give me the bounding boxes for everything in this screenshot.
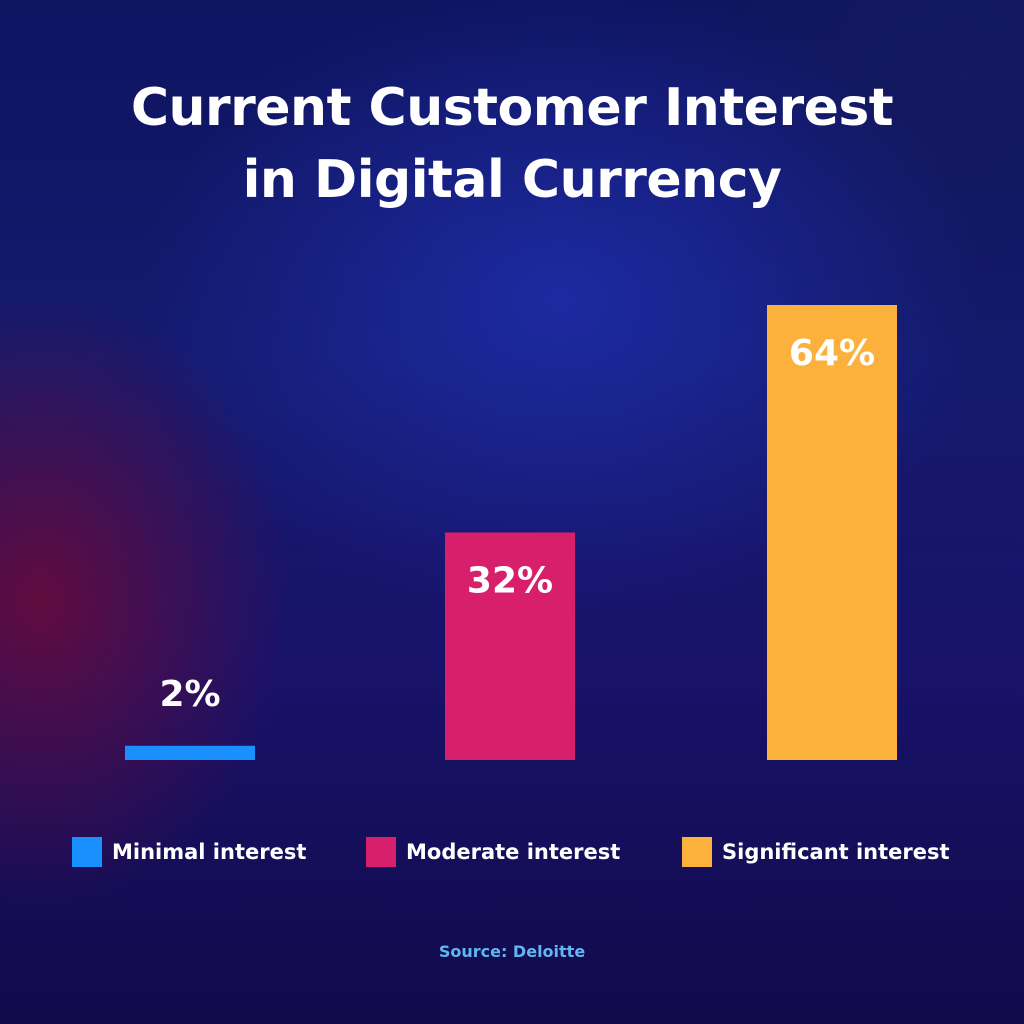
legend-swatch-significant bbox=[682, 837, 712, 867]
legend-label-significant: Significant interest bbox=[722, 840, 950, 864]
legend-swatch-moderate bbox=[366, 837, 396, 867]
chart-title-line-1: Current Customer Interest bbox=[130, 78, 894, 138]
legend-label-moderate: Moderate interest bbox=[406, 840, 621, 864]
legend-label-minimal: Minimal interest bbox=[112, 840, 307, 864]
bars-group bbox=[125, 305, 897, 760]
bar-value-label-significant: 64% bbox=[789, 333, 875, 374]
bar-value-label-moderate: 32% bbox=[467, 561, 553, 602]
bar-labels-group: 2% 32% 64% bbox=[159, 333, 875, 715]
legend: Minimal interest Moderate interest Signi… bbox=[72, 832, 972, 872]
bar-significant bbox=[767, 305, 897, 760]
legend-item-minimal: Minimal interest bbox=[72, 832, 306, 872]
legend-item-significant: Significant interest bbox=[682, 832, 950, 872]
chart-title-line-2: in Digital Currency bbox=[242, 150, 782, 210]
legend-item-moderate: Moderate interest bbox=[366, 832, 620, 872]
source-note: Source: Deloitte bbox=[438, 942, 586, 961]
bar-value-label-minimal: 2% bbox=[159, 674, 220, 715]
legend-swatch-minimal bbox=[72, 837, 102, 867]
bar-minimal bbox=[125, 745, 255, 760]
chart-title: Current Customer Interest in Digital Cur… bbox=[0, 72, 1024, 216]
bar-moderate bbox=[445, 532, 575, 760]
